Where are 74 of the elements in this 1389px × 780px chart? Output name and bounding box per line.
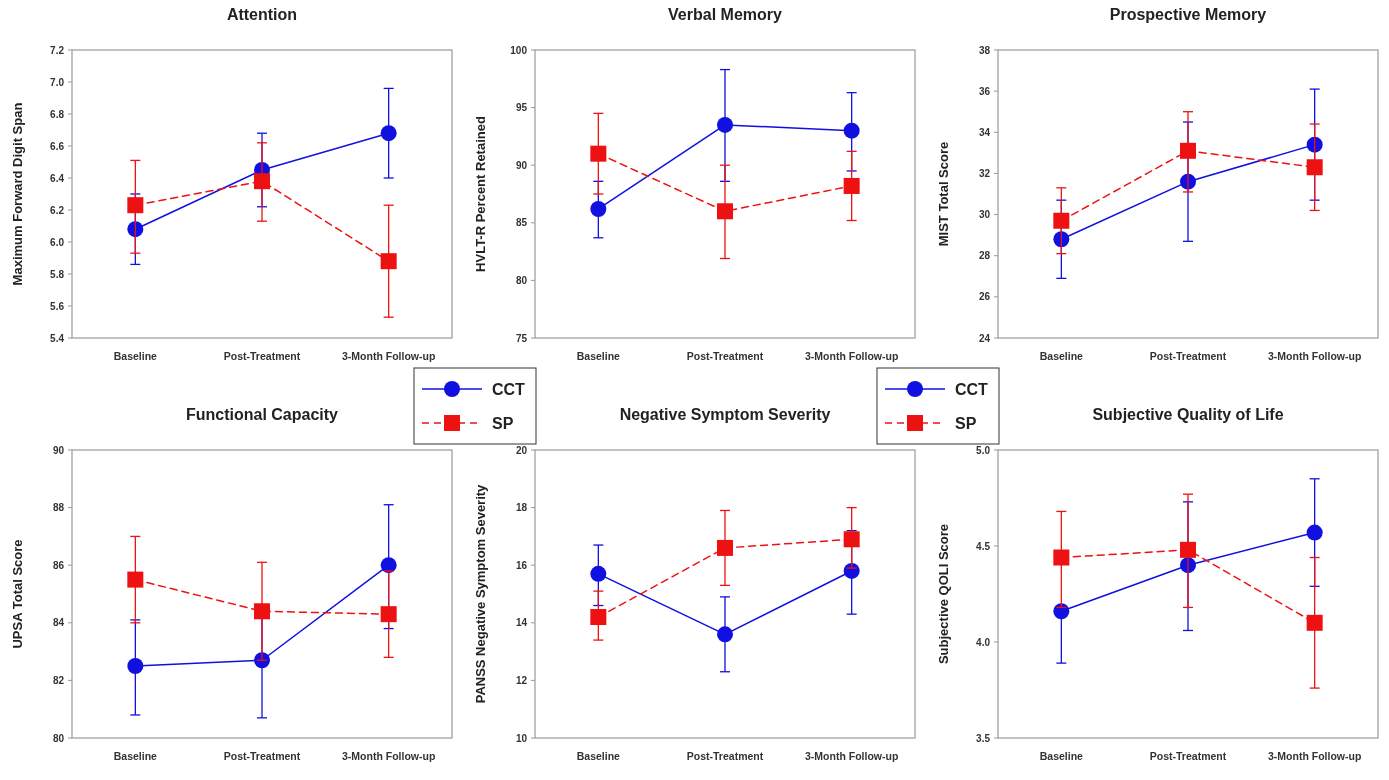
y-tick-label: 7.0 [50, 76, 65, 88]
x-tick-label: Post-Treatment [686, 750, 764, 762]
y-tick-label: 5.8 [50, 268, 65, 280]
y-tick-label: 90 [52, 444, 65, 456]
chart-title: Subjective Quality of Life [1092, 406, 1284, 423]
y-tick-label: 14 [515, 617, 528, 629]
x-tick-label: 3-Month Follow-up [342, 350, 436, 362]
chart-title: Functional Capacity [185, 406, 339, 423]
x-tick-label: 3-Month Follow-up [805, 750, 899, 762]
legend-label: CCT [955, 380, 989, 398]
x-tick-label: 3-Month Follow-up [1268, 750, 1362, 762]
y-tick-label: 3.5 [976, 732, 991, 744]
y-tick-label: 86 [52, 559, 65, 571]
y-tick-label: 7.2 [50, 44, 65, 56]
y-tick-label: 6.8 [50, 108, 65, 120]
y-tick-label: 4.0 [976, 636, 991, 648]
x-tick-label: Baseline [1039, 350, 1084, 362]
x-tick-label: Baseline [113, 350, 158, 362]
y-tick-label: 12 [515, 674, 528, 686]
x-tick-label: Post-Treatment [223, 750, 301, 762]
y-tick-label: 16 [515, 559, 528, 571]
y-tick-label: 26 [978, 291, 991, 303]
x-tick-label: Baseline [1039, 750, 1084, 762]
legend-label: SP [492, 414, 514, 432]
y-tick-label: 85 [515, 217, 528, 229]
chart-title: Verbal Memory [668, 6, 783, 23]
y-axis-title: Subjective QOLI Score [936, 523, 951, 665]
y-tick-label: 32 [978, 167, 991, 179]
y-tick-label: 38 [978, 44, 991, 56]
y-tick-label: 34 [978, 126, 991, 138]
y-tick-label: 6.2 [50, 204, 65, 216]
x-tick-label: 3-Month Follow-up [342, 750, 436, 762]
legend-label: CCT [492, 380, 526, 398]
y-tick-label: 82 [52, 674, 65, 686]
x-tick-label: Post-Treatment [1149, 350, 1227, 362]
y-tick-label: 6.6 [50, 140, 65, 152]
y-tick-label: 90 [515, 159, 528, 171]
y-tick-label: 80 [515, 274, 528, 286]
y-tick-label: 18 [515, 502, 528, 514]
y-tick-label: 6.0 [50, 236, 65, 248]
x-tick-label: 3-Month Follow-up [805, 350, 899, 362]
chart-title: Negative Symptom Severity [619, 406, 831, 423]
y-axis-title: Maximum Forward Digit Span [10, 102, 25, 286]
y-axis-title: UPSA Total Score [10, 539, 25, 649]
chart-title: Prospective Memory [1109, 6, 1267, 23]
y-axis-title: MIST Total Score [936, 141, 951, 247]
y-tick-label: 24 [978, 332, 991, 344]
y-tick-label: 5.0 [976, 444, 991, 456]
y-tick-label: 6.4 [50, 172, 65, 184]
y-tick-label: 10 [515, 732, 528, 744]
y-tick-label: 80 [52, 732, 65, 744]
y-tick-label: 88 [52, 502, 65, 514]
legend-label: SP [955, 414, 977, 432]
y-tick-label: 95 [515, 102, 528, 114]
x-tick-label: Baseline [576, 750, 621, 762]
y-axis-title: PANSS Negative Symptom Severity [473, 483, 488, 704]
y-tick-label: 28 [978, 250, 991, 262]
x-tick-label: Baseline [576, 350, 621, 362]
y-tick-label: 30 [978, 209, 991, 221]
y-tick-label: 20 [515, 444, 528, 456]
y-tick-label: 100 [510, 44, 528, 56]
y-tick-label: 84 [52, 617, 65, 629]
y-tick-label: 75 [515, 332, 528, 344]
x-tick-label: Post-Treatment [686, 350, 764, 362]
x-tick-label: 3-Month Follow-up [1268, 350, 1362, 362]
x-tick-label: Baseline [113, 750, 158, 762]
y-axis-title: HVLT-R Percent Retained [473, 116, 488, 272]
y-tick-label: 5.6 [50, 300, 65, 312]
x-tick-label: Post-Treatment [223, 350, 301, 362]
y-tick-label: 36 [978, 85, 991, 97]
y-tick-label: 5.4 [50, 332, 65, 344]
y-tick-label: 4.5 [976, 540, 991, 552]
chart-title: Attention [226, 6, 298, 23]
x-tick-label: Post-Treatment [1149, 750, 1227, 762]
